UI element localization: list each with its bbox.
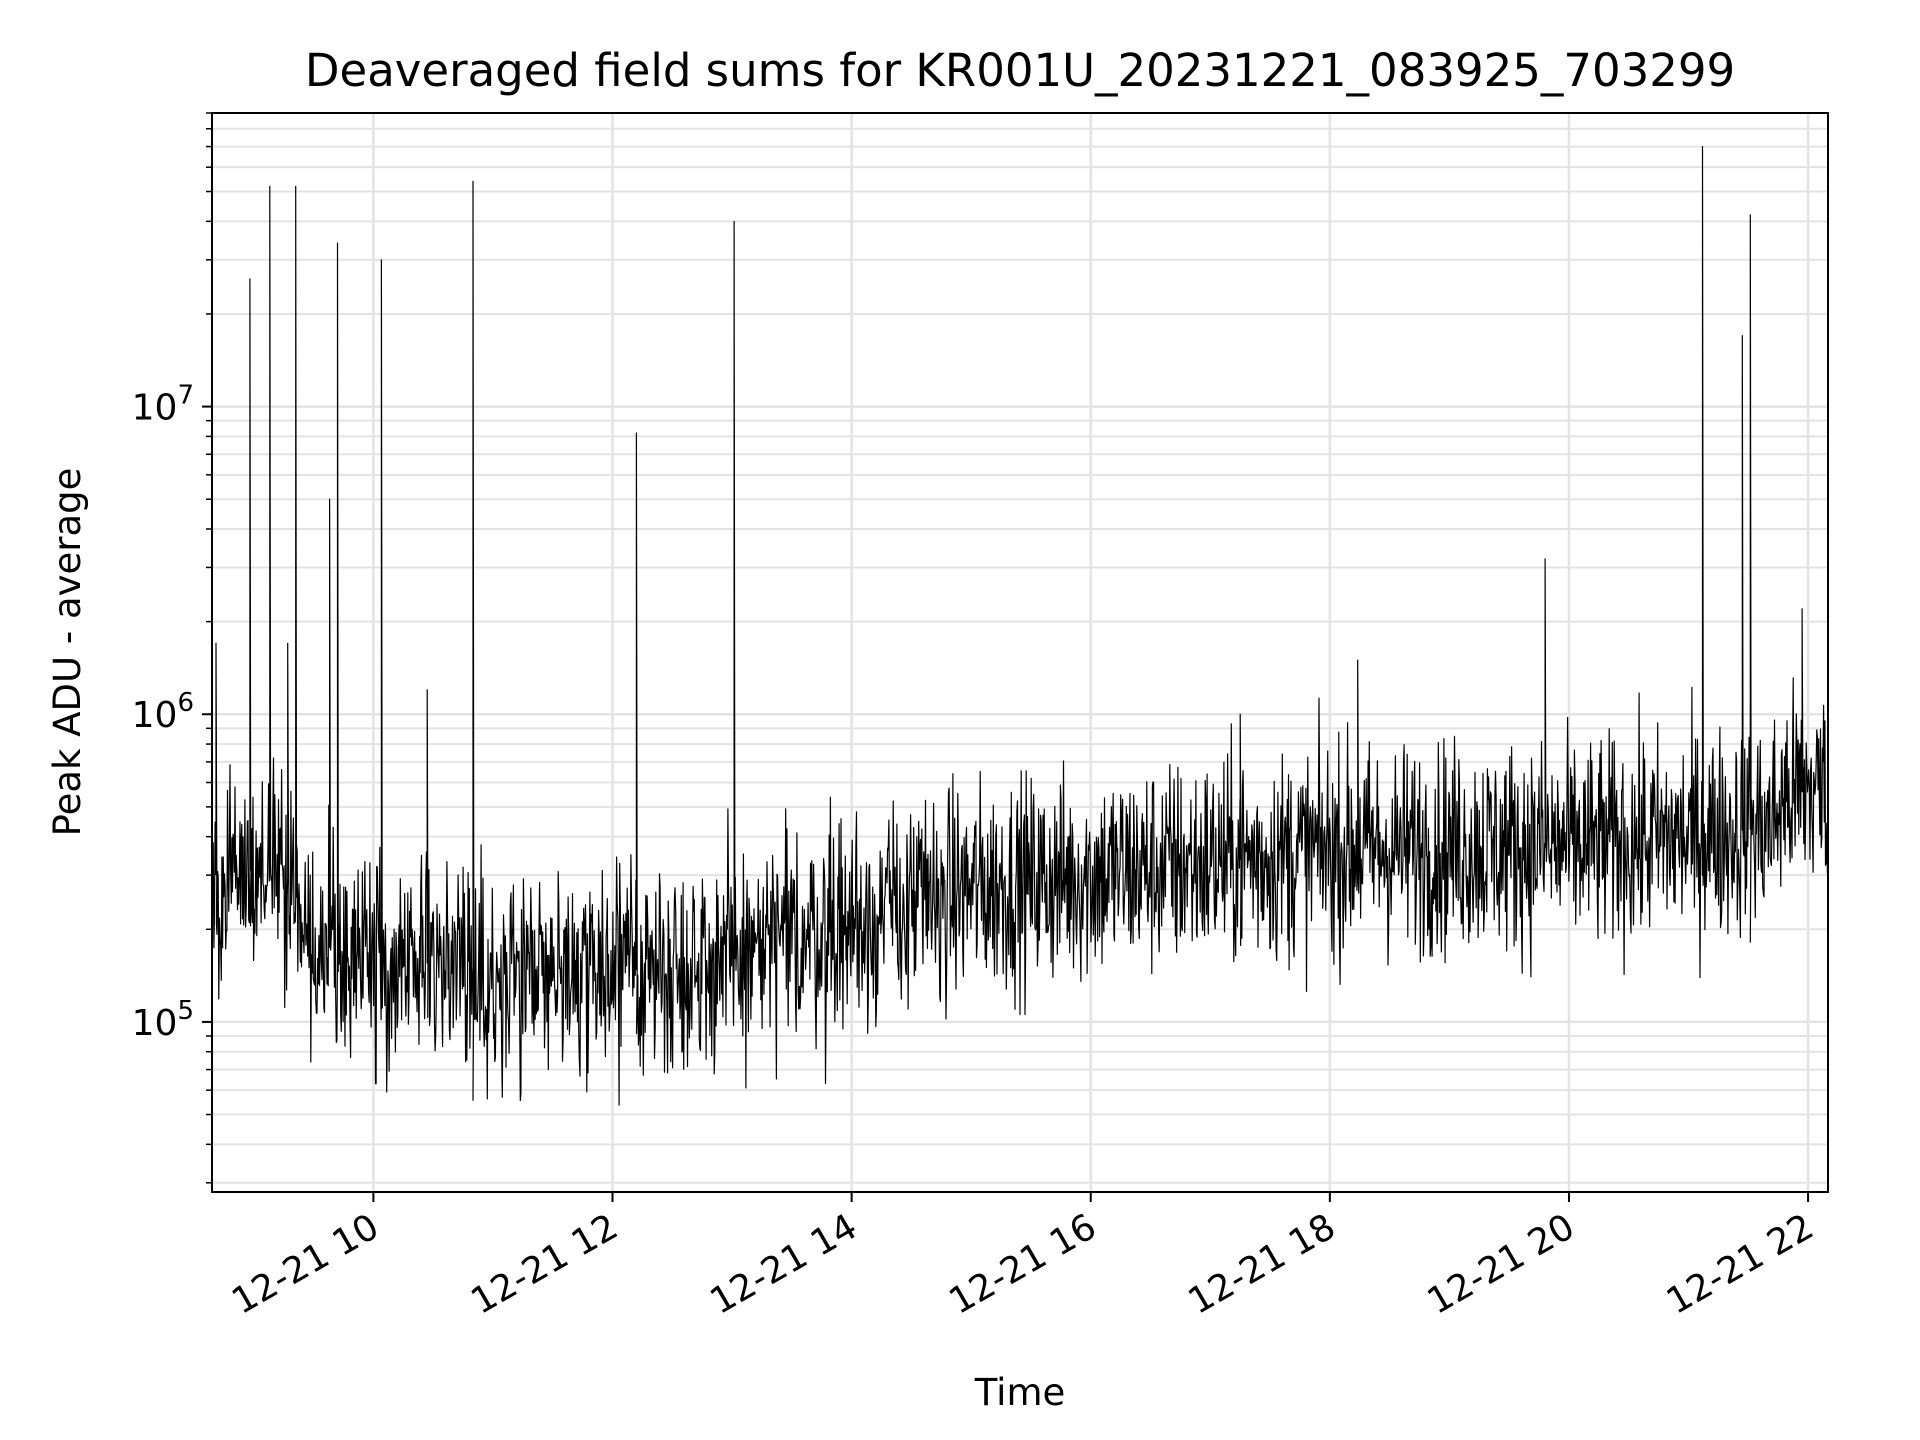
y-tick-exponent: 6 (177, 688, 194, 718)
series-line (211, 146, 1829, 1106)
y-tick-base: 10 (132, 388, 178, 429)
y-tick-label: 107 (132, 381, 194, 429)
y-tick-label: 106 (132, 688, 194, 736)
y-tick-base: 10 (132, 1003, 178, 1044)
y-tick-exponent: 7 (177, 381, 194, 411)
y-axis-title: Peak ADU - average (46, 468, 89, 837)
y-tick-base: 10 (132, 695, 178, 736)
y-tick-exponent: 5 (177, 996, 194, 1026)
x-axis-title: Time (974, 1371, 1066, 1414)
chart-title: Deaveraged field sums for KR001U_2023122… (305, 44, 1735, 97)
series-trace (211, 146, 1829, 1106)
y-tick-label: 105 (132, 996, 194, 1044)
plot-frame (211, 112, 1829, 1193)
